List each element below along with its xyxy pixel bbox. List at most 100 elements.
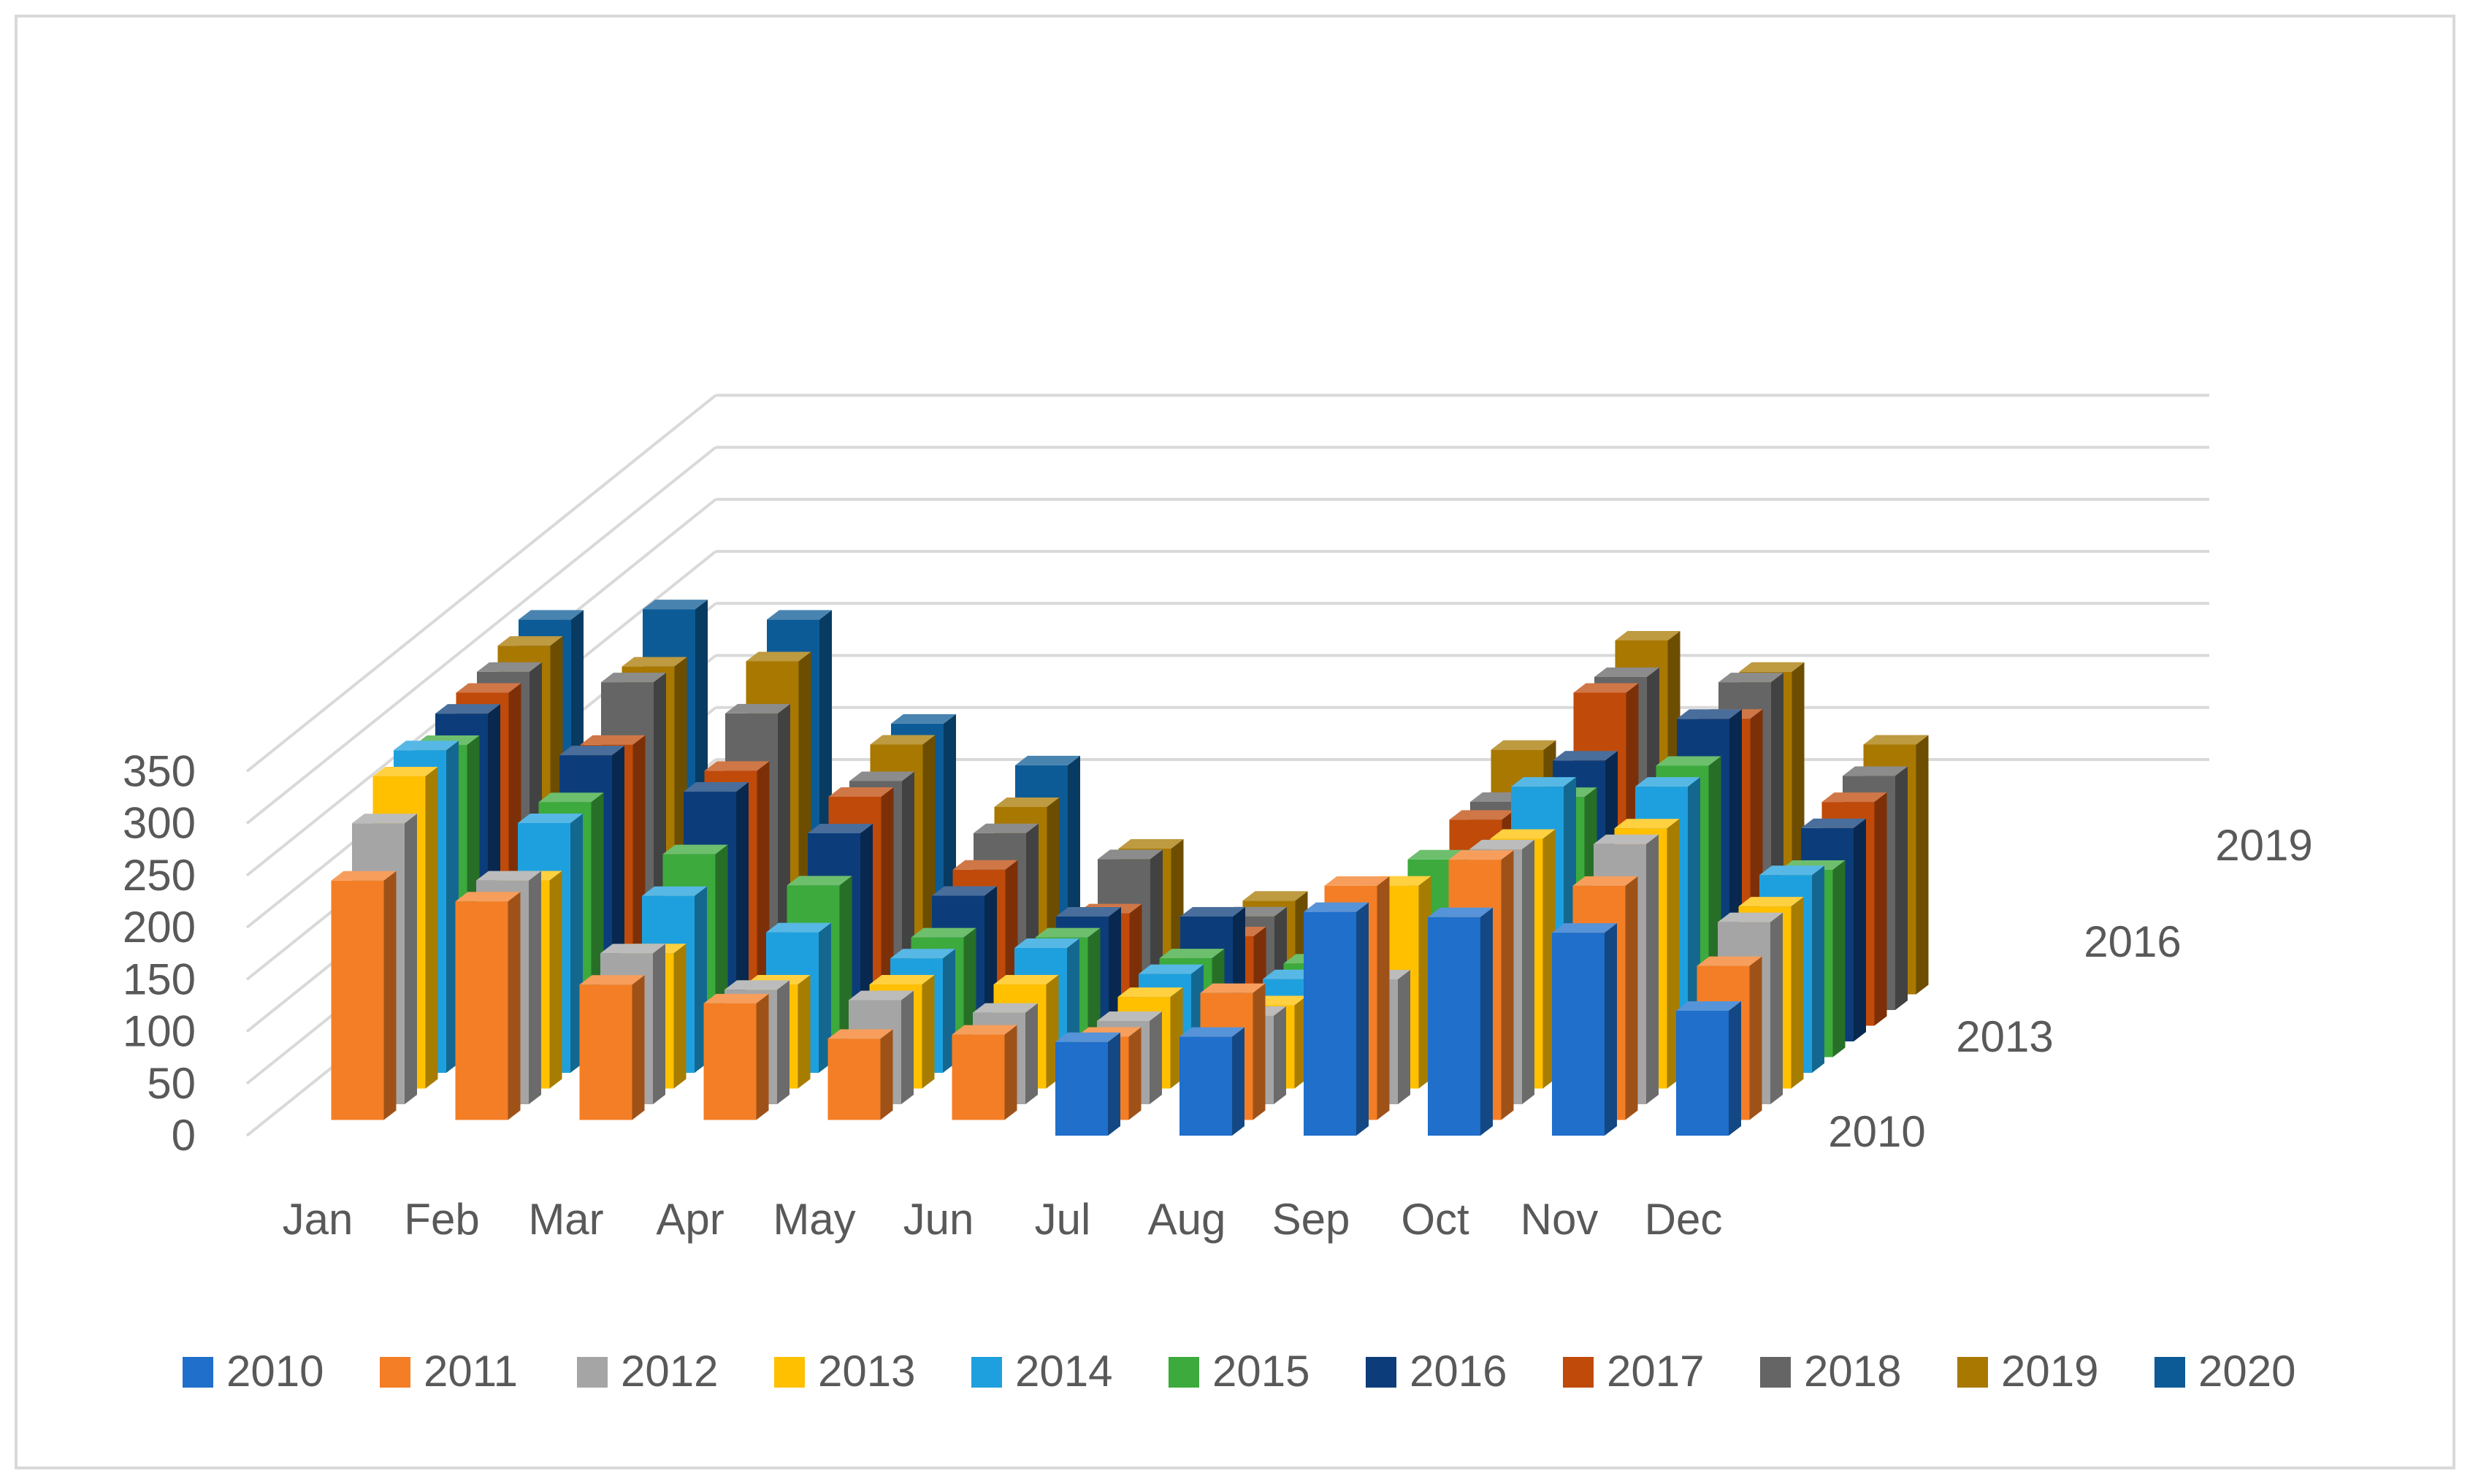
bar-front — [703, 1003, 757, 1120]
bar-top — [1015, 755, 1080, 765]
legend-swatch — [183, 1357, 213, 1388]
bar-2010-Jul — [1055, 1032, 1120, 1136]
bar-2011-Jun — [952, 1025, 1017, 1120]
y-tick-label: 200 — [123, 903, 196, 952]
bar-side — [653, 944, 665, 1104]
bar-side — [736, 782, 749, 1041]
bar-front — [827, 1039, 881, 1120]
bar-side — [1377, 876, 1390, 1120]
x-tick-label: Oct — [1401, 1195, 1469, 1244]
y-tick-label: 250 — [123, 851, 196, 900]
bar-top — [1428, 907, 1493, 917]
legend-label: 2018 — [1804, 1347, 1901, 1396]
legend-label: 2014 — [1015, 1347, 1112, 1396]
legend-swatch — [774, 1357, 805, 1388]
bar-top — [622, 657, 687, 667]
legend-label: 2017 — [1607, 1347, 1704, 1396]
bar-top — [1594, 834, 1659, 844]
bar-top — [1615, 631, 1681, 640]
bar-top — [849, 771, 914, 781]
bar-top — [372, 767, 438, 776]
bar-top — [808, 824, 873, 833]
bar-top — [1572, 876, 1638, 886]
bar-side — [1812, 865, 1824, 1073]
bar-2010-Sep — [1304, 902, 1369, 1136]
bar-top — [828, 787, 894, 797]
bar-2010-Dec — [1676, 1001, 1741, 1136]
gridline-diagonal — [245, 445, 717, 825]
legend-item-2012: 2012 — [577, 1347, 718, 1396]
bar-top — [1200, 983, 1266, 993]
legend-label: 2015 — [1212, 1347, 1309, 1396]
legend-label: 2019 — [2001, 1347, 2098, 1396]
legend-item-2019: 2019 — [1957, 1347, 2098, 1396]
bar-top — [1821, 792, 1887, 803]
bar-top — [1573, 683, 1639, 693]
x-tick-label: Feb — [404, 1195, 479, 1244]
bar-top — [1139, 964, 1204, 974]
bar-front — [1676, 1011, 1729, 1136]
bar-side — [1874, 792, 1887, 1026]
bar-top — [911, 928, 976, 938]
bar-top — [766, 922, 831, 933]
bar-side — [1108, 1032, 1120, 1136]
bar-top — [1511, 777, 1576, 787]
legend-swatch — [1957, 1357, 1988, 1388]
bar-top — [580, 735, 646, 745]
bar-side — [756, 993, 769, 1120]
bar-top — [600, 944, 665, 954]
bar-top — [1759, 865, 1824, 876]
bar-top — [1801, 818, 1866, 828]
legend-swatch — [577, 1357, 608, 1388]
bar-side — [901, 990, 914, 1104]
bar-top — [1118, 839, 1184, 849]
x-axis-tick-labels: Jan Feb Mar Apr May Jun Jul Aug Sep Oct Nov Dec — [283, 1195, 1723, 1244]
legend-item-2020: 2020 — [2154, 1347, 2295, 1396]
bar-top — [746, 651, 811, 662]
bar-2011-Mar — [579, 975, 645, 1120]
legend-swatch — [1169, 1357, 1199, 1388]
bar-2010-Aug — [1179, 1027, 1244, 1136]
bar-top — [704, 761, 770, 771]
legend-item-2015: 2015 — [1169, 1347, 1309, 1396]
legend-item-2016: 2016 — [1366, 1347, 1507, 1396]
x-tick-label: Jan — [283, 1195, 353, 1244]
legend-label: 2011 — [424, 1347, 518, 1396]
y-tick-label: 0 — [172, 1111, 196, 1160]
chart-border — [15, 15, 2455, 1469]
legend-label: 2020 — [2198, 1347, 2295, 1396]
bar-side — [1150, 1011, 1162, 1104]
bar-2011-Jan — [331, 871, 397, 1120]
bar-2011-Feb — [455, 892, 521, 1120]
bar-front — [1179, 1036, 1232, 1136]
bar-top — [1449, 810, 1515, 820]
bar-top — [849, 990, 914, 1001]
bar-side — [1791, 897, 1804, 1089]
legend-item-2018: 2018 — [1760, 1347, 1901, 1396]
x-tick-label: Aug — [1148, 1195, 1226, 1244]
bar-top — [891, 714, 956, 724]
bar-top — [973, 1003, 1038, 1013]
bar-side — [1646, 834, 1659, 1104]
bar-side — [1501, 850, 1514, 1120]
bar-top — [1304, 902, 1369, 912]
bar-top — [476, 871, 541, 881]
legend-swatch — [971, 1357, 1002, 1388]
legend-swatch — [1563, 1357, 1594, 1388]
bar-side — [1770, 912, 1783, 1104]
bar-top — [559, 746, 624, 756]
x-tick-label: Jun — [903, 1195, 974, 1244]
bar-side — [1025, 1003, 1038, 1104]
bar-top — [1863, 735, 1929, 745]
bar-top — [1738, 897, 1804, 907]
bar-side — [1832, 860, 1846, 1057]
bar-front — [331, 880, 384, 1120]
bar-side — [1916, 735, 1929, 995]
bar-side — [1274, 1006, 1286, 1104]
bar-side — [1625, 876, 1638, 1120]
bar-top — [932, 886, 997, 896]
bar-side — [1398, 970, 1410, 1104]
y-tick-label: 100 — [123, 1007, 196, 1056]
bar-top — [1159, 949, 1225, 959]
depth-tick-label: 2010 — [1828, 1107, 1925, 1156]
